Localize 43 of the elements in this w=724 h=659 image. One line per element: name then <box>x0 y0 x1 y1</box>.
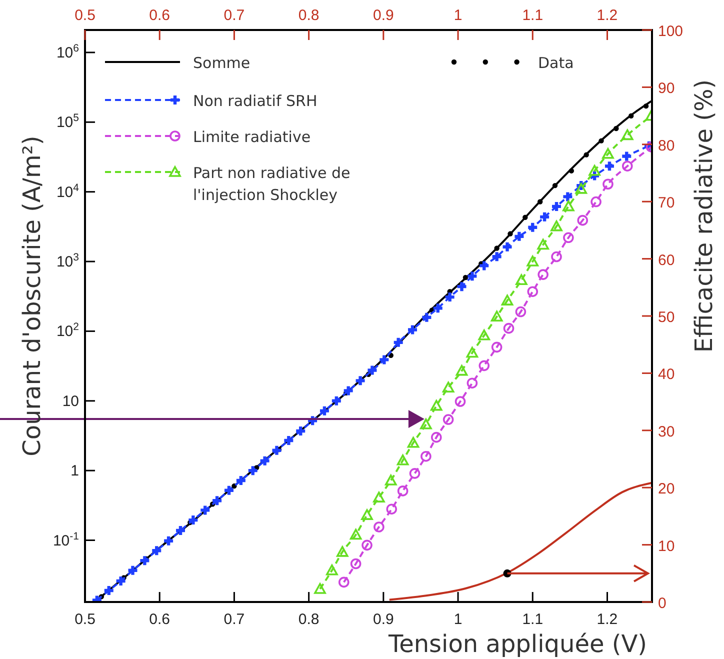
x2-tick-label: 0.6 <box>149 611 170 628</box>
x2-tick-label: 0.9 <box>372 611 394 628</box>
x2-tick-label: 0.8 <box>298 611 320 628</box>
x2-tick-label: 0.5 <box>74 611 96 628</box>
y2-tick-label: 80 <box>658 137 675 154</box>
x-tick-label: 1.1 <box>522 7 544 24</box>
y-tick-label: 10$^{6}$ <box>56 42 80 62</box>
y-tick-label: 10$^{5}$ <box>56 112 80 132</box>
y2-tick-label: 40 <box>658 366 675 384</box>
y-tick-label: 1 <box>70 462 79 480</box>
legend-label: Data <box>538 54 574 72</box>
legend-label: Limite radiative <box>193 128 311 146</box>
x-tick-label: 1.2 <box>596 7 618 24</box>
legend-label: Part non radiative de l'injection Shockley <box>193 164 350 204</box>
legend-label: Somme <box>193 54 250 72</box>
y2-axis-title: Efficacite radiative (%) <box>690 79 718 353</box>
y-tick-label: 10 <box>62 392 79 410</box>
x-tick-label: 0.8 <box>298 7 320 24</box>
y2-tick-label: 60 <box>658 252 675 269</box>
y-tick-label: 10$^{3}$ <box>56 252 80 271</box>
y-tick-label: 10$^{-1}$ <box>52 530 80 550</box>
x2-tick-label: 1 <box>454 611 462 628</box>
y2-tick-label: 100 <box>658 23 684 40</box>
x-tick-label: 1 <box>454 7 462 24</box>
x-axis-title: Tension appliquée (V) <box>387 630 647 658</box>
legend-label: Non radiatif SRH <box>193 92 318 110</box>
x-tick-label: 0.6 <box>149 7 170 24</box>
x2-tick-label: 0.7 <box>224 611 245 628</box>
y2-tick-label: 50 <box>658 309 675 326</box>
y2-tick-label: 90 <box>658 80 675 98</box>
y2-tick-label: 70 <box>658 194 675 212</box>
x-tick-label: 0.7 <box>224 7 245 24</box>
x2-tick-label: 1.2 <box>596 611 618 628</box>
x-tick-label: 0.9 <box>372 7 394 24</box>
x2-tick-label: 1.1 <box>522 611 544 628</box>
y2-tick-label: 30 <box>658 423 675 440</box>
y-tick-label: 10$^{4}$ <box>56 182 80 201</box>
y2-tick-label: 10 <box>658 538 675 555</box>
y2-tick-label: 0 <box>658 595 666 612</box>
y-tick-label: 10$^{2}$ <box>56 321 80 340</box>
y-axis-title: Courant d'obscurite (A/m²) <box>18 136 46 456</box>
y2-tick-label: 20 <box>658 480 675 498</box>
x-tick-label: 0.5 <box>74 7 96 24</box>
